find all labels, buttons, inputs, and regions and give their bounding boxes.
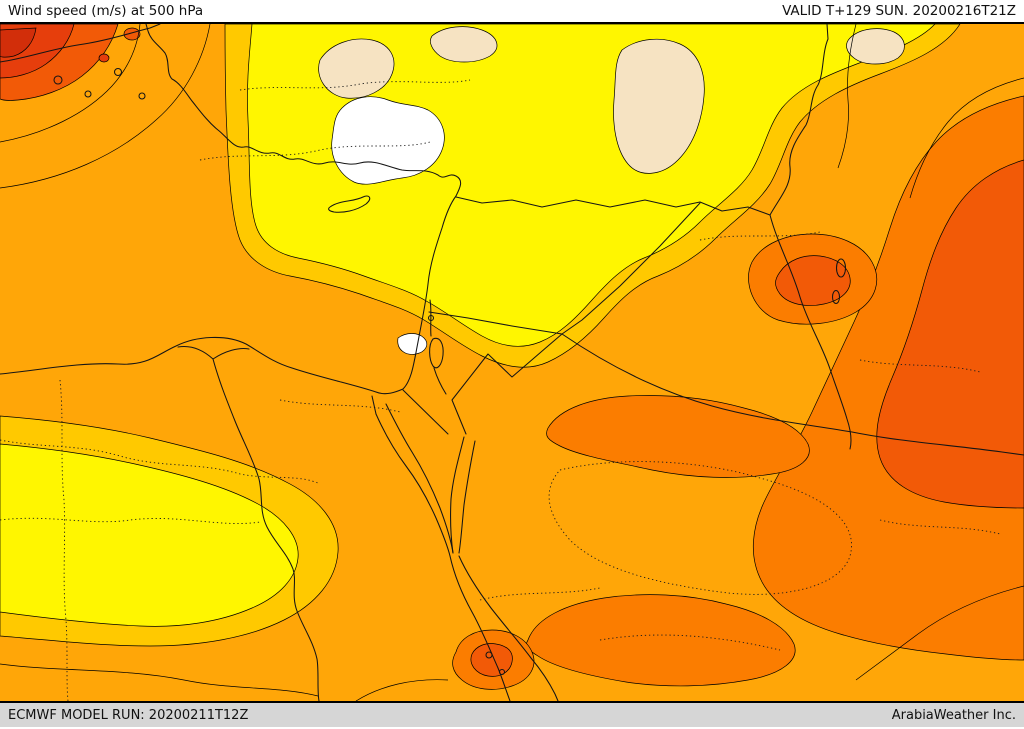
yellow-region-southwest xyxy=(0,443,299,627)
syria-iraq-border xyxy=(561,202,701,335)
dark-orange-central xyxy=(546,395,810,478)
dotted-7 xyxy=(879,519,1001,535)
map-title: Wind speed (m/s) at 500 hPa xyxy=(8,3,204,19)
dotted-lines xyxy=(0,79,1001,701)
suez-canal xyxy=(371,395,377,415)
model-run-label: ECMWF MODEL RUN: 20200211T12Z xyxy=(8,707,249,723)
wadi-araba-line xyxy=(433,367,447,395)
yellow-region-north xyxy=(247,24,936,347)
gulf-of-suez-east-coast xyxy=(385,403,454,554)
contour-line-4 xyxy=(837,24,857,169)
blacksea-coastline xyxy=(0,24,161,63)
contour-line-2 xyxy=(0,24,211,189)
dark-spot-2 xyxy=(98,53,110,63)
dotted-11 xyxy=(59,379,69,701)
iraq-lake-tharthar xyxy=(835,258,847,278)
turkey-syria-iraq-border xyxy=(455,196,771,216)
cream-patch-2 xyxy=(430,26,498,63)
dotted-12 xyxy=(859,359,981,373)
mediterranean-levant-coastline xyxy=(0,24,462,395)
cyprus-island xyxy=(328,195,371,213)
red-sea-west-coast xyxy=(449,555,511,701)
footer-bar: ECMWF MODEL RUN: 20200211T12Z ArabiaWeat… xyxy=(0,701,1024,727)
dotted-9 xyxy=(479,587,601,601)
nile-delta-east-branch xyxy=(212,348,250,360)
wind-speed-map xyxy=(0,24,1024,701)
aegean-island-1 xyxy=(53,75,63,85)
jordan-saudi-border xyxy=(451,333,563,435)
contour-fill-layers xyxy=(0,24,1024,690)
aegean-island-3 xyxy=(113,67,123,77)
dark-orange-south xyxy=(526,594,796,687)
contour-line-1 xyxy=(0,24,141,143)
iraq-saudi-border xyxy=(561,333,1024,456)
white-patch-2 xyxy=(397,333,428,355)
extra-contour-lines xyxy=(0,24,1024,701)
aegean-island-4 xyxy=(138,92,146,100)
deep-orange-east-core xyxy=(876,159,1024,509)
dark-red-topleft xyxy=(0,27,37,58)
nile-delta-west-branch xyxy=(177,346,214,360)
cream-patch-4 xyxy=(846,28,905,65)
gulf-of-suez-west-coast xyxy=(375,413,451,557)
gulf-of-aqaba-west-coast xyxy=(450,436,465,554)
red-core-redsea xyxy=(470,643,513,677)
deep-orange-iraq-core xyxy=(775,255,851,306)
dark-spot-1 xyxy=(123,27,141,41)
dead-sea xyxy=(429,337,444,369)
map-area xyxy=(0,24,1024,701)
red-sea-island-1 xyxy=(485,651,493,659)
turkey-east-border xyxy=(769,24,829,216)
jordan-river xyxy=(429,299,432,337)
red-sea-east-coast xyxy=(458,555,559,701)
geography xyxy=(0,24,1024,701)
dotted-10 xyxy=(279,399,401,413)
iraq-iran-border xyxy=(769,214,852,450)
contour-line-6 xyxy=(0,663,319,697)
white-patch-1 xyxy=(331,96,445,185)
jordan-north-border xyxy=(428,311,563,335)
header-bar: Wind speed (m/s) at 500 hPa VALID T+129 … xyxy=(0,0,1024,24)
aegean-island-2 xyxy=(84,90,92,98)
contour-line-7 xyxy=(355,679,449,701)
red-sea-island-2 xyxy=(498,668,506,676)
contour-line-5 xyxy=(855,585,1024,681)
cream-patch-1 xyxy=(318,38,395,99)
cream-patch-3 xyxy=(613,38,705,174)
dotted-6 xyxy=(599,634,781,651)
israel-egypt-border xyxy=(402,389,449,435)
gulf-of-aqaba-east-coast xyxy=(458,440,476,554)
iraq-lake-razzaza xyxy=(831,289,841,305)
brand-label: ArabiaWeather Inc. xyxy=(891,707,1016,723)
dotted-8 xyxy=(699,231,821,241)
contour-line-3 xyxy=(909,77,1024,199)
nile-river xyxy=(212,358,320,701)
valid-time-label: VALID T+129 SUN. 20200216T21Z xyxy=(782,3,1016,19)
